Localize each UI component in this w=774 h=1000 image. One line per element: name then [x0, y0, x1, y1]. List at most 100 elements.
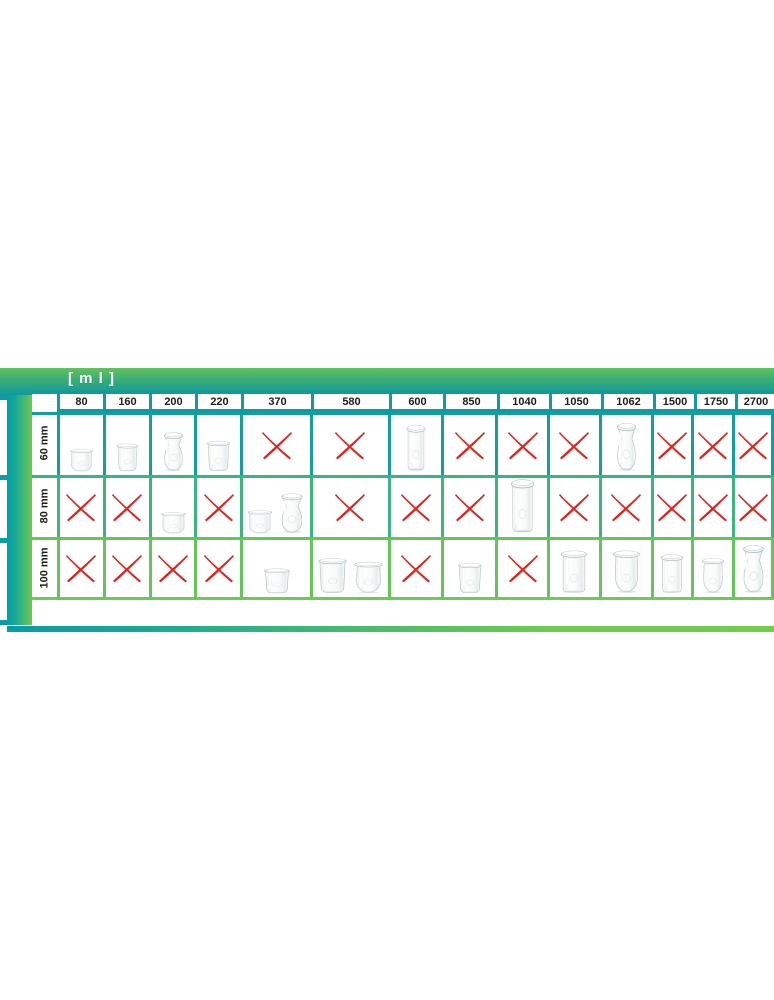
unavailable-x-icon: [335, 431, 366, 460]
header-stub: [32, 391, 57, 412]
cell-80mm-600[interactable]: [387, 474, 442, 538]
glass-jar-deco-icon: [160, 430, 187, 472]
unavailable-x-icon: [657, 494, 688, 522]
cell-100mm-580[interactable]: [309, 537, 388, 600]
cell-100mm-1750[interactable]: [691, 537, 733, 600]
row-label-separator: [32, 474, 57, 478]
column-header-label: 1062: [616, 395, 641, 408]
glass-jar-mold-icon: [205, 439, 232, 472]
row-label-text: 60 mm: [38, 425, 51, 461]
column-header-600: 600: [389, 391, 443, 412]
cell-100mm-200[interactable]: [148, 537, 195, 600]
cell-80mm-80[interactable]: [57, 474, 103, 538]
cell-80mm-850[interactable]: [441, 474, 496, 538]
cell-80mm-1050[interactable]: [546, 474, 599, 538]
jar-group: [694, 540, 732, 597]
row-label-separator: [32, 412, 57, 415]
unavailable-x-icon: [454, 431, 485, 460]
cell-100mm-80[interactable]: [57, 537, 103, 600]
cell-80mm-160[interactable]: [102, 474, 149, 538]
cell-80mm-220[interactable]: [194, 474, 241, 538]
unavailable-x-icon: [559, 431, 590, 460]
bottom-gradient-rule: [7, 626, 774, 632]
jar-group: [391, 415, 442, 475]
cell-100mm-1500[interactable]: [650, 537, 692, 600]
column-header-580: 580: [311, 391, 389, 412]
cell-80mm-1062[interactable]: [598, 474, 651, 538]
column-header-label: 580: [342, 395, 361, 408]
column-header-1050: 1050: [549, 391, 601, 412]
cell-100mm-850[interactable]: [441, 537, 496, 600]
cell-100mm-600[interactable]: [387, 537, 442, 600]
cell-60mm-850[interactable]: [441, 412, 496, 475]
column-header-220: 220: [195, 391, 241, 412]
cell-80mm-2700[interactable]: [732, 474, 774, 538]
unavailable-x-icon: [698, 431, 729, 460]
header-banner: [ m l ]: [0, 368, 774, 395]
jar-group: [152, 478, 195, 538]
column-header-1500: 1500: [653, 391, 694, 412]
cell-80mm-370[interactable]: [240, 474, 310, 538]
glass-jar-tulip-low-icon: [246, 509, 274, 534]
cell-80mm-1750[interactable]: [691, 474, 733, 538]
cell-60mm-1050[interactable]: [546, 412, 599, 475]
cell-60mm-370[interactable]: [240, 412, 310, 475]
cell-60mm-160[interactable]: [102, 412, 149, 475]
cell-60mm-580[interactable]: [309, 412, 388, 475]
cell-80mm-580[interactable]: [309, 474, 388, 538]
column-header-label: 1750: [703, 395, 729, 408]
column-header-label: 2700: [743, 395, 769, 408]
cell-60mm-1062[interactable]: [598, 412, 651, 475]
cell-100mm-1040[interactable]: [495, 537, 547, 600]
column-header-200: 200: [149, 391, 195, 412]
column-header-label: 1050: [564, 395, 589, 408]
row-label-100-mm: 100 mm: [32, 537, 57, 600]
cell-100mm-2700[interactable]: [732, 537, 774, 600]
unavailable-x-icon: [401, 494, 431, 522]
unavailable-x-icon: [507, 431, 538, 460]
unavailable-x-icon: [261, 431, 292, 460]
unavailable-x-icon: [112, 555, 143, 583]
jar-group: [60, 415, 103, 475]
cell-60mm-1040[interactable]: [495, 412, 547, 475]
cell-60mm-1500[interactable]: [650, 412, 692, 475]
cell-60mm-1750[interactable]: [691, 412, 733, 475]
cell-100mm-160[interactable]: [102, 537, 149, 600]
unavailable-x-icon: [507, 555, 538, 583]
jar-group: [654, 540, 692, 597]
jar-group: [313, 540, 388, 597]
unavailable-x-icon: [738, 431, 769, 460]
column-header-80: 80: [57, 391, 103, 412]
glass-jar-deco-icon: [739, 542, 768, 594]
spine-tab-mid1: [0, 475, 9, 480]
spine-tab-bottom: [0, 620, 9, 625]
row-label-bottom-rule: [32, 596, 57, 600]
cell-60mm-2700[interactable]: [732, 412, 774, 475]
unavailable-x-icon: [401, 555, 431, 583]
spine-tab-mid2: [0, 538, 9, 543]
cell-60mm-220[interactable]: [194, 412, 241, 475]
glass-jar-cylinder-icon: [405, 422, 427, 472]
jar-group: [444, 540, 495, 597]
column-header-1062: 1062: [601, 391, 653, 412]
glass-jar-cylinder-icon: [559, 548, 589, 594]
cell-80mm-1500[interactable]: [650, 474, 692, 538]
cell-100mm-1050[interactable]: [546, 537, 599, 600]
cell-60mm-80[interactable]: [57, 412, 103, 475]
column-header-label: 600: [408, 395, 427, 408]
cell-100mm-370[interactable]: [240, 537, 310, 600]
cell-80mm-1040[interactable]: [495, 474, 547, 538]
row-label-text: 80 mm: [38, 488, 51, 524]
cell-80mm-200[interactable]: [148, 474, 195, 538]
cell-60mm-600[interactable]: [387, 412, 442, 475]
cell-100mm-1062[interactable]: [598, 537, 651, 600]
spine-tab-top: [0, 395, 9, 400]
unavailable-x-icon: [738, 494, 769, 522]
jar-group: [498, 478, 547, 538]
cell-60mm-200[interactable]: [148, 412, 195, 475]
unavailable-x-icon: [559, 494, 590, 522]
jar-group: [197, 415, 240, 475]
cell-100mm-220[interactable]: [194, 537, 241, 600]
unavailable-x-icon: [112, 494, 143, 522]
